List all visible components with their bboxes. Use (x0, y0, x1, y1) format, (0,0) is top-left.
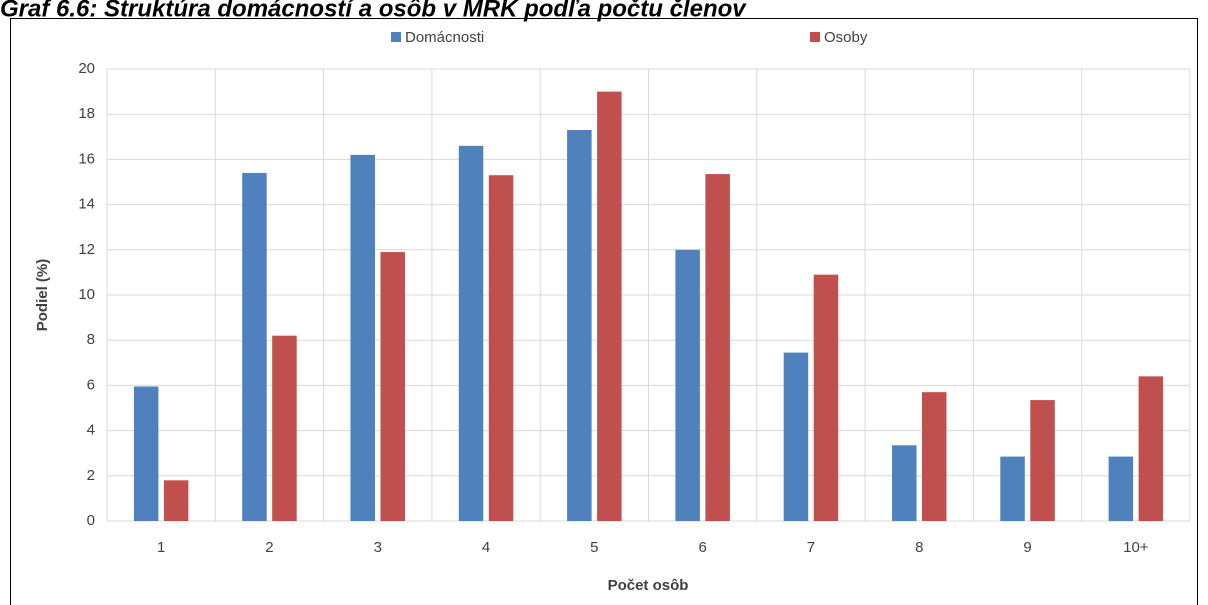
bar (1030, 400, 1055, 521)
x-tick-label: 5 (590, 539, 598, 556)
bar (813, 274, 839, 521)
x-tick-label: 7 (807, 539, 815, 556)
x-tick-label: 8 (915, 539, 923, 556)
y-tick-label: 8 (87, 331, 95, 348)
bar (783, 352, 809, 521)
legend-label: Osoby (824, 29, 868, 46)
y-tick-label: 20 (78, 60, 95, 77)
y-tick-label: 18 (78, 105, 95, 122)
y-tick-label: 0 (87, 512, 95, 529)
legend-swatch (391, 32, 401, 42)
bar (922, 392, 947, 521)
bar (1000, 456, 1025, 521)
chart-title: Graf 6.6: Štruktúra domácností a osôb v … (0, 0, 747, 22)
bar (133, 386, 159, 521)
y-tick-label: 4 (87, 422, 95, 439)
bar (1108, 456, 1134, 521)
chart-frame (10, 18, 1198, 605)
bar (567, 130, 592, 521)
bar (597, 91, 622, 521)
bar (272, 335, 297, 521)
y-tick-label: 14 (78, 196, 95, 213)
y-tick-label: 16 (78, 150, 95, 167)
y-tick-label: 6 (87, 376, 95, 393)
bar (242, 172, 267, 521)
bar (380, 252, 405, 521)
x-axis-title: Počet osôb (608, 577, 689, 594)
x-tick-label: 9 (1023, 539, 1031, 556)
legend-label: Domácnosti (405, 29, 484, 46)
x-tick-label: 2 (265, 539, 273, 556)
bar (675, 249, 700, 522)
x-tick-label: 10+ (1123, 539, 1149, 556)
bar (350, 154, 375, 521)
y-tick-label: 2 (87, 467, 95, 484)
y-tick-label: 10 (78, 286, 95, 303)
y-axis-title: Podiel (%) (34, 259, 51, 332)
x-tick-label: 6 (698, 539, 706, 556)
x-tick-label: 1 (157, 539, 165, 556)
bar (163, 480, 189, 521)
bar (1138, 376, 1164, 521)
bar (458, 145, 484, 521)
bar (488, 175, 514, 521)
y-tick-label: 12 (78, 241, 95, 258)
x-tick-label: 4 (482, 539, 490, 556)
bar (705, 174, 730, 521)
bar (892, 445, 917, 521)
legend-swatch (810, 32, 820, 42)
x-tick-label: 3 (374, 539, 382, 556)
